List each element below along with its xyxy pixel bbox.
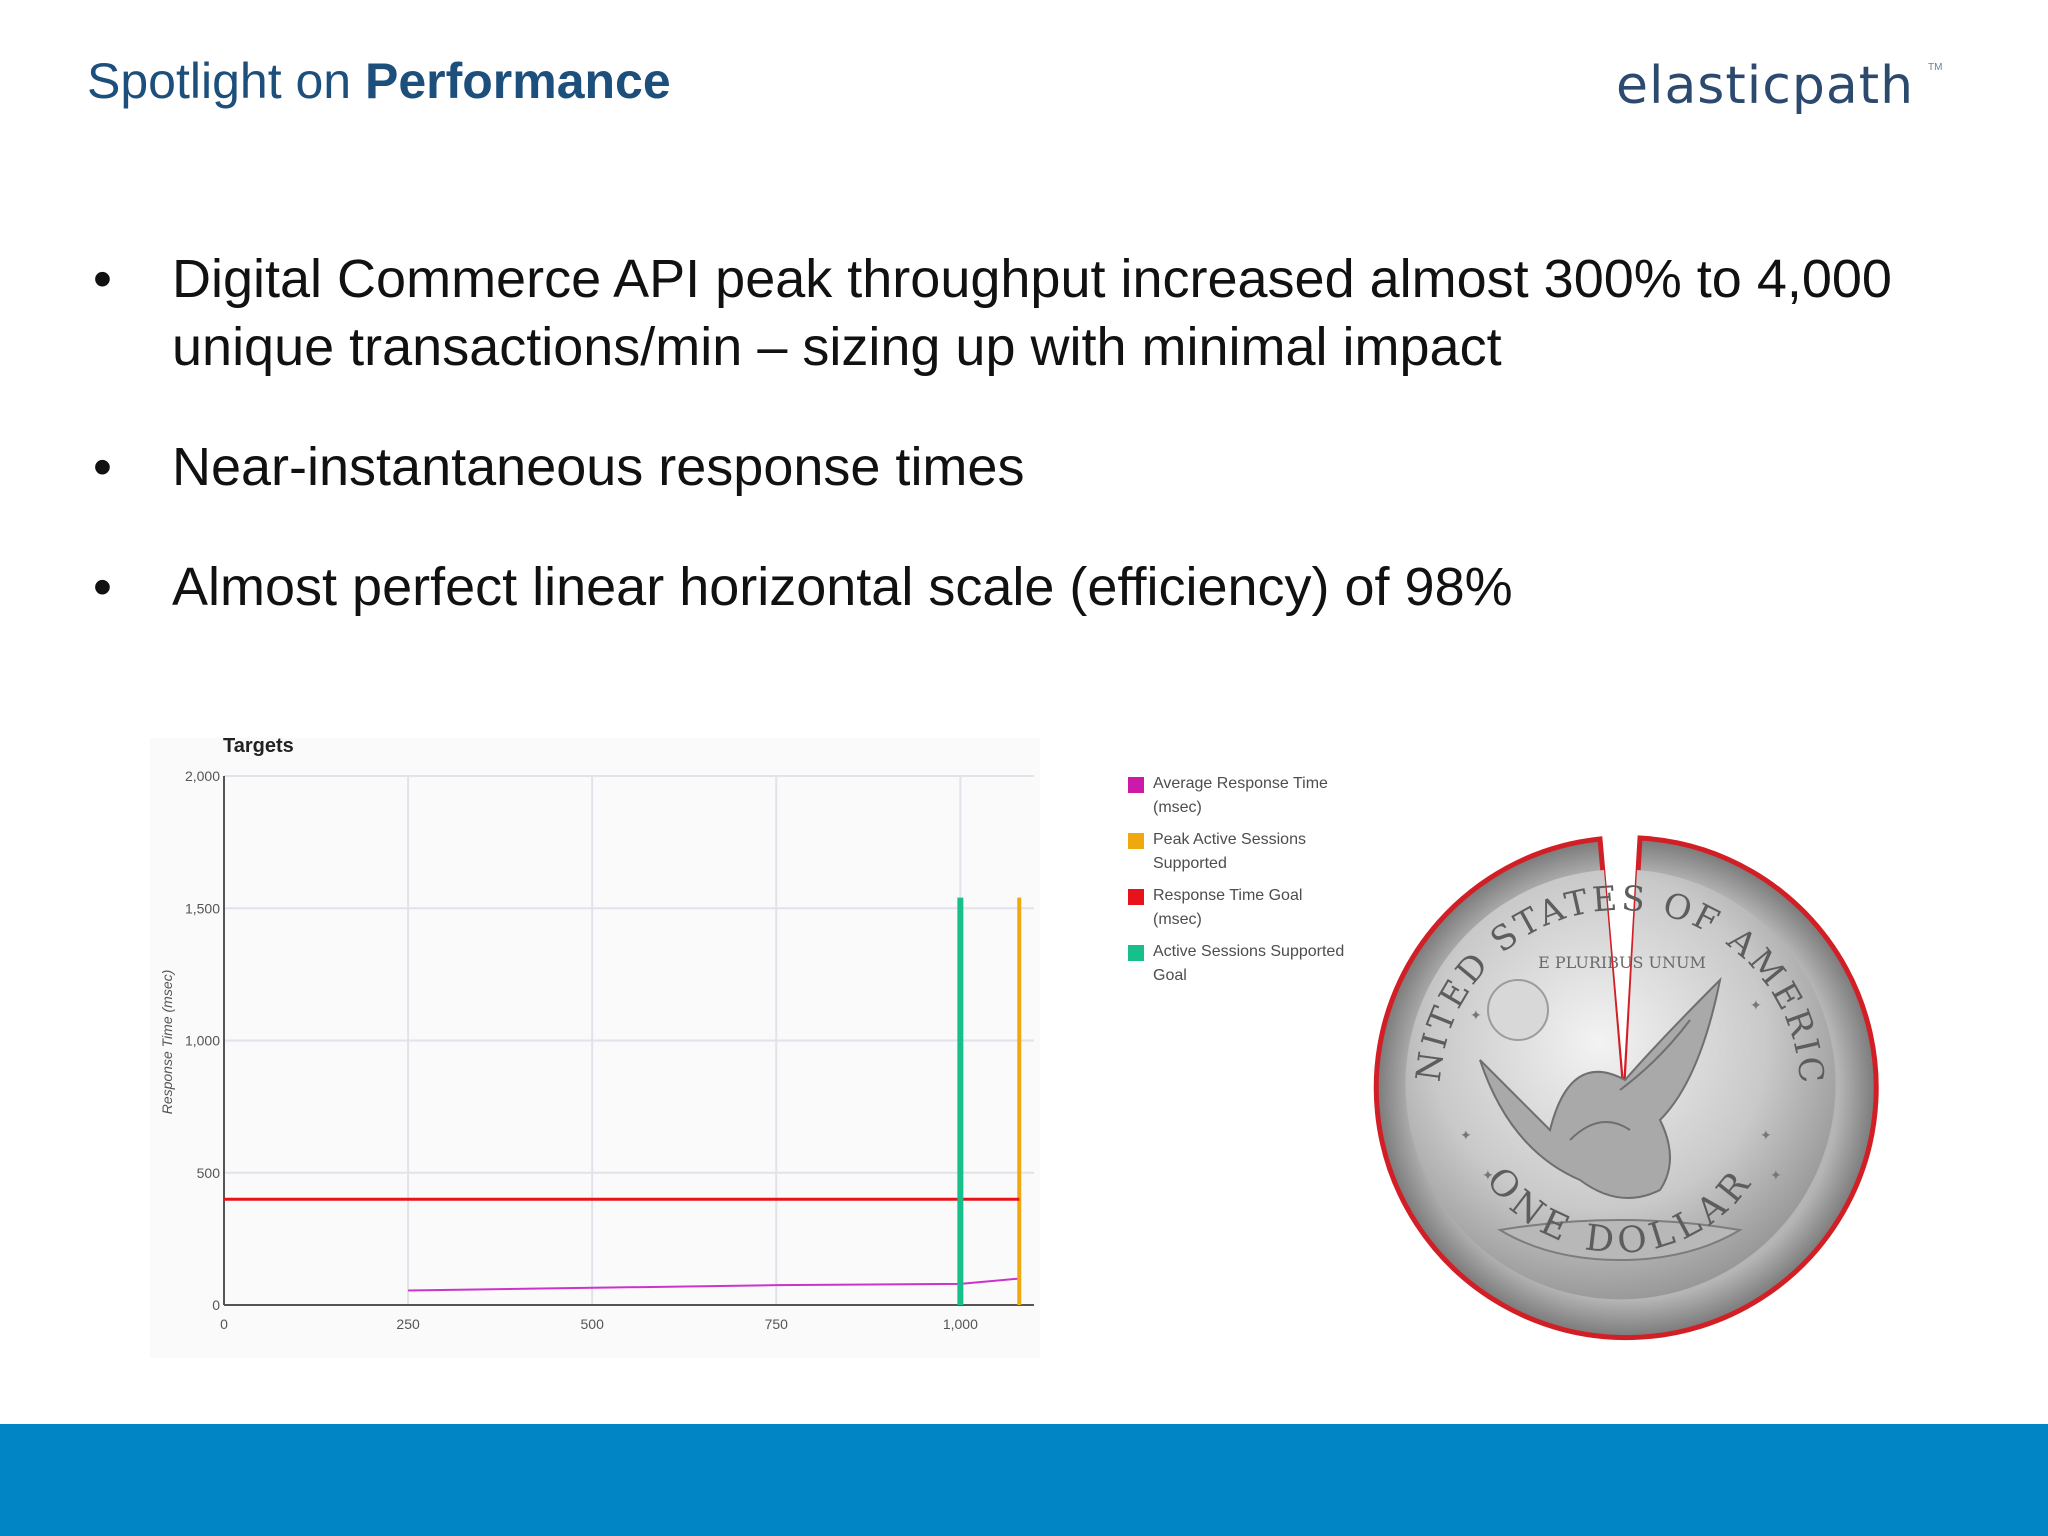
x-tick-label: 1,000	[943, 1316, 978, 1332]
title-bold: Performance	[364, 53, 671, 109]
legend-label: Response Time Goal (msec)	[1153, 887, 1303, 928]
legend-swatch	[1128, 945, 1144, 961]
x-tick-label: 500	[581, 1316, 605, 1332]
svg-text:✦: ✦	[1770, 1169, 1782, 1184]
elasticpath-logo: elasticpath	[1616, 56, 1915, 116]
coin-eagle	[1479, 976, 1722, 1199]
x-tick-label: 750	[765, 1316, 789, 1332]
series-line	[408, 1277, 1020, 1292]
bullet-marker: •	[93, 557, 112, 617]
coin-illustration: ✦ ✦ ✦ ✦ ✦ ✦ UNITED STATES OF AMERICA ONE…	[1344, 799, 1879, 1341]
bullet-list: • Digital Commerce API peak throughput i…	[88, 245, 1988, 673]
x-tick-label: 0	[220, 1316, 228, 1332]
bullet-marker: •	[93, 249, 112, 309]
slide-title: Spotlight on Performance	[87, 52, 671, 110]
svg-text:✦: ✦	[1750, 999, 1762, 1014]
coin-motto: E PLURIBUS UNUM	[1538, 953, 1706, 972]
y-tick-label: 500	[197, 1165, 221, 1181]
legend-label: Peak Active Sessions Supported	[1153, 831, 1306, 872]
svg-text:✦: ✦	[1460, 1129, 1472, 1144]
x-tick-label: 250	[396, 1316, 420, 1332]
chart-background	[150, 738, 1040, 1358]
y-axis-label: Response Time (msec)	[159, 970, 175, 1115]
legend-swatch	[1128, 889, 1144, 905]
bullet-marker: •	[93, 437, 112, 497]
coin-lunar-surface	[1497, 1219, 1743, 1262]
bullet-item: • Digital Commerce API peak throughput i…	[88, 245, 1922, 381]
bullet-item: • Almost perfect linear horizontal scale…	[88, 553, 1988, 621]
bullet-text: Almost perfect linear horizontal scale (…	[172, 557, 1513, 617]
title-regular: Spotlight on	[87, 53, 365, 109]
bullet-text: Digital Commerce API peak throughput inc…	[172, 249, 1892, 377]
y-tick-label: 2,000	[185, 768, 220, 784]
legend-swatch	[1128, 777, 1144, 793]
coin-moon	[1487, 979, 1549, 1041]
legend-item: Average Response Time (msec)	[1128, 772, 1348, 820]
legend-label: Active Sessions Supported Goal	[1153, 943, 1345, 984]
y-tick-label: 1,000	[185, 1033, 220, 1049]
legend-item: Active Sessions Supported Goal	[1128, 940, 1348, 988]
chart-title: Targets	[223, 735, 294, 757]
svg-text:✦: ✦	[1760, 1129, 1772, 1144]
coin-stars: ✦ ✦ ✦ ✦ ✦ ✦	[1460, 999, 1782, 1184]
legend-label: Average Response Time (msec)	[1153, 775, 1328, 816]
dollar-coin-image: ✦ ✦ ✦ ✦ ✦ ✦ UNITED STATES OF AMERICA ONE…	[1344, 799, 1880, 1350]
chart-legend: Average Response Time (msec) Peak Active…	[1128, 772, 1348, 996]
legend-item: Response Time Goal (msec)	[1128, 884, 1348, 932]
footer-bar	[0, 1424, 2048, 1536]
svg-text:✦: ✦	[1482, 1169, 1494, 1184]
legend-swatch	[1128, 833, 1144, 849]
y-tick-label: 0	[212, 1297, 220, 1313]
bullet-item: • Near-instantaneous response times	[88, 433, 1988, 501]
logo-trademark: TM	[1928, 62, 1943, 73]
bullet-text: Near-instantaneous response times	[172, 437, 1025, 497]
svg-text:✦: ✦	[1470, 1009, 1482, 1024]
legend-item: Peak Active Sessions Supported	[1128, 828, 1348, 876]
y-tick-label: 1,500	[185, 900, 220, 916]
